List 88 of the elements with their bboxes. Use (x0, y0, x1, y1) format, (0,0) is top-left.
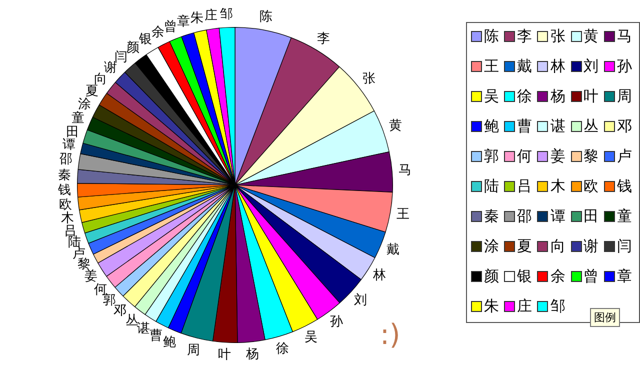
legend-label: 马 (616, 27, 632, 46)
legend-label: 徐 (517, 87, 532, 106)
legend-label: 闫 (616, 237, 632, 256)
slice-label: 邵 (60, 152, 73, 167)
legend-label: 田 (584, 207, 599, 226)
legend-label: 吴 (484, 87, 499, 106)
legend-label: 向 (550, 237, 566, 256)
legend-label: 丛 (584, 117, 599, 136)
slice-label: 谢 (104, 60, 117, 76)
slice-label: 姜 (84, 268, 98, 284)
legend-label: 涂 (484, 237, 499, 256)
slice-label: 曹 (150, 328, 162, 344)
legend-label: 戴 (517, 57, 532, 76)
slice-label: 颜 (126, 40, 140, 56)
slice-label: 叶 (218, 348, 231, 363)
legend-label: 林 (550, 57, 566, 76)
legend-label: 姜 (550, 147, 566, 166)
legend-label: 黄 (584, 27, 599, 46)
slice-label: 陈 (259, 10, 272, 25)
legend-label: 刘 (584, 57, 599, 76)
legend-label: 木 (550, 177, 566, 196)
slice-label: 邓 (114, 304, 127, 319)
slice-label: 郭 (102, 292, 116, 308)
legend-label: 谢 (584, 237, 599, 256)
legend-label: 曾 (584, 267, 599, 286)
slice-label: 余 (151, 25, 164, 40)
slice-label: 林 (372, 268, 386, 284)
slice-label: 银 (138, 32, 152, 48)
slice-label: 孙 (330, 314, 344, 330)
legend-label: 周 (616, 87, 632, 106)
text: 图例 (590, 308, 620, 327)
slice-label: 丛 (125, 313, 138, 328)
slice-label: 欧 (58, 197, 72, 212)
legend-label: 陈 (484, 27, 499, 46)
legend-label: 朱 (484, 297, 499, 316)
category-label: 银 (517, 267, 532, 285)
legend-label: 孙 (616, 57, 632, 76)
legend-label: 庄 (517, 297, 532, 316)
slice-label: 章 (177, 14, 190, 30)
slice-label: 周 (187, 342, 200, 358)
legend-label: 卢 (616, 147, 632, 166)
legend-label: 张 (550, 27, 566, 46)
slice-label: 谭 (62, 138, 76, 153)
slice-label: 马 (398, 163, 412, 178)
legend-label: 郭 (484, 147, 499, 166)
legend-label: 颜 (484, 267, 499, 286)
legend-label: 童 (616, 207, 632, 226)
legend-label: 余 (550, 267, 566, 286)
legend-label: 陆 (484, 177, 499, 196)
legend-label: 叶 (584, 87, 599, 106)
slice-label: 钱 (56, 183, 71, 198)
legend-label: 章 (616, 267, 632, 286)
slice-label: 涂 (78, 97, 91, 112)
slice-label: 曾 (164, 19, 178, 34)
slice-label: 鲍 (163, 335, 176, 350)
slice-label: 庄 (204, 8, 218, 24)
legend-label: 何 (517, 147, 532, 166)
legend-label: 黎 (584, 147, 599, 166)
legend-label: 谭 (550, 207, 566, 226)
legend-label: 曹 (517, 117, 532, 136)
legend-label: 李 (517, 27, 532, 46)
slice-label: 王 (396, 207, 410, 222)
legend-label: 夏 (517, 237, 532, 256)
legend-label: 邓 (616, 117, 632, 136)
legend-label: 谌 (550, 117, 566, 136)
slice-label: 黄 (388, 118, 402, 134)
legend-label: 吕 (517, 177, 532, 196)
slice-label: 童 (71, 110, 84, 126)
slice-label: 徐 (276, 341, 290, 356)
legend-label: 秦 (484, 207, 499, 226)
legend-label: 欧 (584, 177, 599, 196)
slice-label: 秦 (58, 168, 72, 183)
slice-label: 田 (66, 124, 80, 140)
slice-label: 朱 (190, 10, 204, 26)
text: :) (380, 318, 400, 351)
slice-label: 吴 (304, 330, 318, 346)
slice-label: 李 (316, 31, 330, 46)
legend-label: 王 (484, 57, 499, 76)
slice-label: 戴 (386, 242, 400, 258)
slice-label: 杨 (245, 347, 260, 362)
slice-label: 张 (362, 72, 376, 87)
legend-label: 邹 (550, 297, 566, 316)
legend-label: 鲍 (484, 117, 499, 136)
slice-label: 谌 (136, 321, 150, 336)
legend-label: 钱 (616, 177, 632, 196)
slice-label: 刘 (354, 292, 368, 308)
legend-label: 邵 (517, 207, 532, 226)
legend-label: 杨 (550, 87, 566, 106)
